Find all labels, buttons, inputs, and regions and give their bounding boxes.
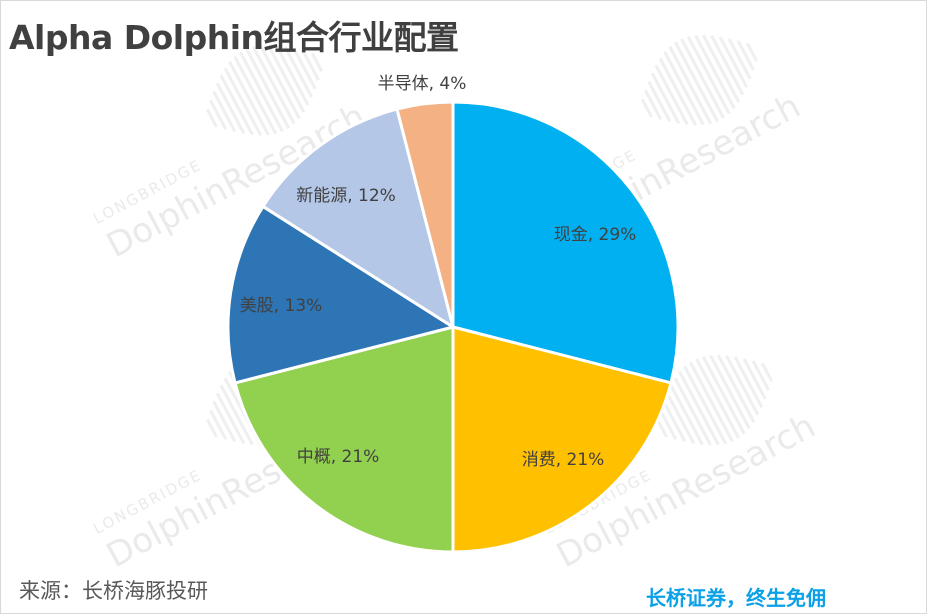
chart-title: Alpha Dolphin组合行业配置 <box>9 18 459 57</box>
pie-slice-中概 <box>233 325 455 554</box>
slogan-text: 长桥证券，终生免佣 <box>646 586 826 610</box>
pie-slice-新能源 <box>261 107 455 329</box>
slice-label-新能源: 新能源, 12% <box>296 186 396 206</box>
source-note: 来源：长桥海豚投研 <box>19 579 208 603</box>
slice-label-现金: 现金, 29% <box>554 225 637 245</box>
pie-slice-半导体 <box>395 100 455 329</box>
slice-label-消费: 消费, 21% <box>522 450 605 470</box>
pie-labels: 现金, 29% 消费, 21% 中概, 21% 美股, 13% 新能源, 12% 半导体,… <box>240 74 637 470</box>
slice-label-中概: 中概, 21% <box>297 447 380 467</box>
slice-label-美股: 美股, 13% <box>240 296 323 316</box>
pie-slice-消费 <box>451 325 673 554</box>
pie-slices <box>226 100 680 554</box>
pie-slice-美股 <box>226 204 455 385</box>
slice-label-半导体: 半导体, 4% <box>378 74 467 94</box>
pie-slice-现金 <box>451 100 680 385</box>
